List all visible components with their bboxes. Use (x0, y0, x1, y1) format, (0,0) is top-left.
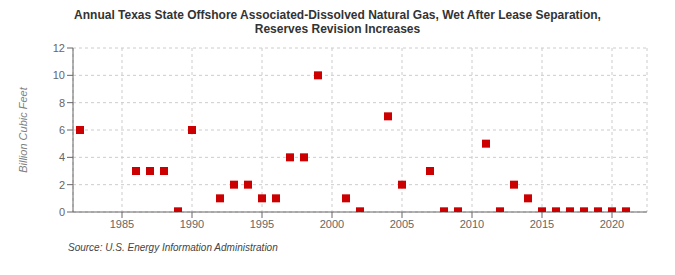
html-text:Annual Texas State Offshore As: Annual Texas State Offshore Associated-D… (74, 8, 601, 22)
svg-text:4: 4 (59, 151, 65, 163)
svg-text:Billion Cubic Feet: Billion Cubic Feet (17, 86, 29, 173)
svg-text:2: 2 (59, 179, 65, 191)
svg-text:2010: 2010 (460, 218, 484, 230)
svg-text:8: 8 (59, 97, 65, 109)
svg-text:6: 6 (59, 124, 65, 136)
svg-text:0: 0 (59, 206, 65, 218)
svg-text:10: 10 (53, 69, 65, 81)
svg-text:2020: 2020 (600, 218, 624, 230)
svg-text:12: 12 (53, 42, 65, 54)
html-text:Source: U.S. Energy Informatio: Source: U.S. Energy Information Administ… (68, 242, 278, 253)
svg-text:2000: 2000 (320, 218, 344, 230)
svg-text:2015: 2015 (530, 218, 554, 230)
svg-text:2005: 2005 (390, 218, 414, 230)
html-text:Reserves Revision Increases: Reserves Revision Increases (254, 22, 421, 36)
svg-text:1990: 1990 (180, 218, 204, 230)
svg-text:1985: 1985 (110, 218, 134, 230)
svg-text:1995: 1995 (250, 218, 274, 230)
